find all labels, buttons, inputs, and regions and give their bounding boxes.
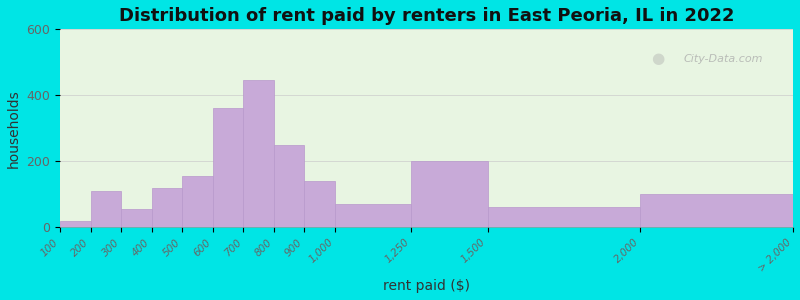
Y-axis label: households: households	[7, 89, 21, 168]
Bar	[243, 80, 274, 227]
Title: Distribution of rent paid by renters in East Peoria, IL in 2022: Distribution of rent paid by renters in …	[119, 7, 734, 25]
Bar	[213, 108, 243, 227]
Bar	[60, 220, 90, 227]
Bar	[305, 181, 335, 227]
Bar	[90, 191, 121, 227]
Bar	[335, 204, 411, 227]
Bar	[274, 145, 305, 227]
Bar	[640, 194, 793, 227]
X-axis label: rent paid ($): rent paid ($)	[383, 279, 470, 293]
Bar	[152, 188, 182, 227]
Bar	[488, 207, 640, 227]
Bar	[411, 161, 488, 227]
Text: City-Data.com: City-Data.com	[683, 54, 762, 64]
Bar	[182, 176, 213, 227]
Text: ●: ●	[651, 52, 664, 67]
Bar	[121, 209, 152, 227]
